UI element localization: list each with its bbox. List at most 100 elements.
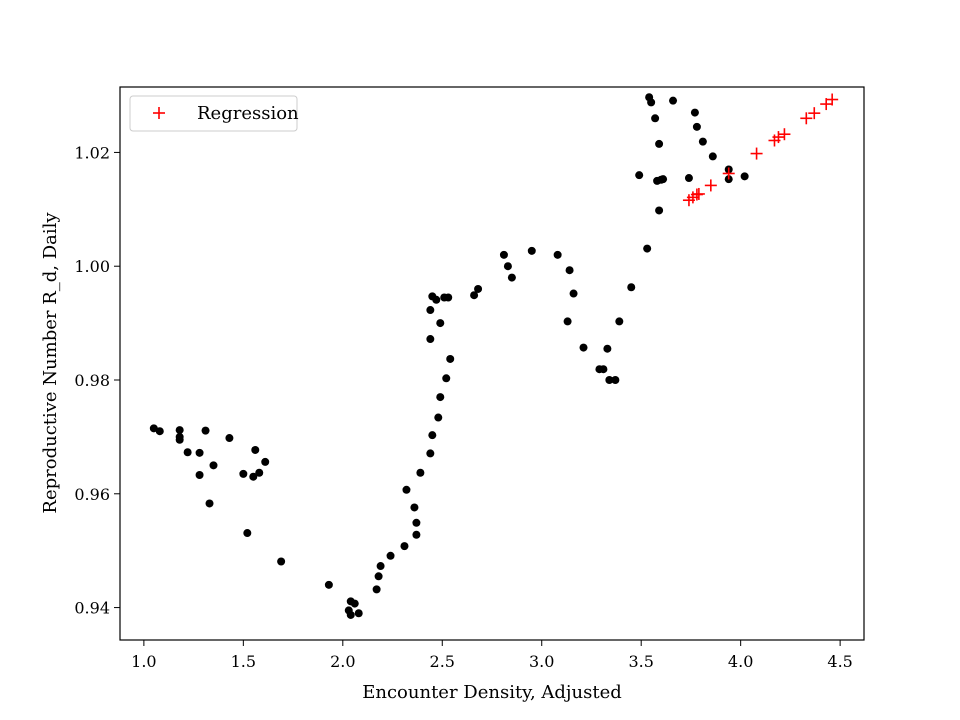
data-point [155, 427, 164, 436]
data-point [354, 609, 363, 618]
data-point [655, 206, 664, 215]
data-point [183, 448, 192, 457]
data-point [690, 108, 699, 117]
x-axis-ticks: 1.0 1.5 2.0 2.5 3.0 3.5 4.0 4.5 [131, 640, 853, 671]
data-point [698, 137, 707, 146]
data-point [684, 174, 693, 183]
data-point [195, 448, 204, 457]
regression-point [826, 93, 839, 106]
data-point [579, 343, 588, 352]
data-point [201, 426, 210, 435]
data-point [374, 572, 383, 581]
regression-point [800, 112, 813, 125]
y-tick-label: 0.96 [74, 485, 110, 504]
data-point [386, 551, 395, 560]
data-point [376, 562, 385, 571]
data-point [249, 472, 258, 481]
data-point [251, 445, 260, 454]
legend-label: Regression [197, 103, 299, 124]
data-point [426, 306, 435, 315]
data-point [708, 152, 717, 161]
data-point [426, 449, 435, 458]
data-point [611, 375, 620, 384]
plot-frame [119, 86, 865, 641]
data-point [255, 468, 264, 477]
x-tick-label: 2.0 [330, 652, 355, 671]
legend: Regression [129, 95, 299, 132]
data-point [195, 471, 204, 480]
regression-point [692, 187, 705, 200]
data-point [428, 431, 437, 440]
data-point [261, 457, 270, 466]
y-tick-label: 1.00 [74, 257, 110, 276]
regression-point [772, 131, 785, 144]
data-point [209, 461, 218, 470]
data-point [243, 529, 252, 538]
data-point [149, 424, 158, 433]
x-tick-label: 3.0 [529, 652, 554, 671]
data-point [412, 530, 421, 539]
data-point [569, 289, 578, 298]
data-point [372, 585, 381, 594]
data-point [615, 317, 624, 326]
data-point [444, 293, 453, 302]
x-tick-label: 2.5 [430, 652, 455, 671]
data-point [239, 469, 248, 478]
data-point [740, 172, 749, 181]
data-point [416, 468, 425, 477]
data-point [503, 262, 512, 271]
regression-point [704, 179, 717, 192]
data-point [603, 344, 612, 353]
data-point [605, 375, 614, 384]
data-point [436, 393, 445, 402]
regression-point [808, 107, 821, 120]
data-point [669, 96, 678, 105]
x-tick-label: 4.0 [728, 652, 753, 671]
data-point [277, 557, 286, 566]
data-point [651, 114, 660, 123]
y-axis-label: Reproductive Number R_d, Daily [40, 212, 61, 514]
regression-series [682, 93, 839, 207]
data-point [499, 250, 508, 259]
data-point [599, 365, 608, 374]
data-point [565, 266, 574, 275]
data-point [446, 354, 455, 363]
data-point [436, 319, 445, 328]
data-point [442, 374, 451, 383]
data-point [402, 485, 411, 494]
x-tick-label: 3.5 [628, 652, 653, 671]
legend-plus-marker [153, 107, 165, 119]
x-tick-label: 4.5 [827, 652, 852, 671]
y-tick-label: 1.02 [74, 143, 110, 162]
data-point [175, 426, 184, 435]
data-point [647, 98, 656, 107]
x-axis-label: Encounter Density, Adjusted [362, 682, 622, 703]
data-point [659, 175, 668, 184]
data-point [175, 435, 184, 444]
data-point [474, 284, 483, 293]
data-point [350, 599, 359, 608]
data-point [643, 244, 652, 253]
data-point [410, 503, 419, 512]
y-tick-label: 0.98 [74, 371, 110, 390]
data-point [635, 171, 644, 180]
data-point [426, 335, 435, 344]
regression-point [778, 128, 791, 141]
data-point [432, 295, 441, 304]
data-point [470, 291, 479, 300]
data-point [434, 413, 443, 422]
data-point [205, 499, 214, 508]
y-axis-ticks: 0.94 0.96 0.98 1.00 1.02 [74, 143, 120, 618]
regression-point [750, 147, 763, 160]
legend-box [129, 95, 298, 132]
data-point [507, 273, 516, 282]
x-tick-label: 1.5 [231, 652, 256, 671]
data-point [553, 250, 562, 259]
data-point [400, 542, 409, 551]
y-tick-label: 0.94 [74, 599, 110, 618]
x-tick-label: 1.0 [131, 652, 156, 671]
data-point [225, 434, 234, 443]
data-point [412, 518, 421, 527]
data-point [627, 283, 636, 292]
data-point [563, 317, 572, 326]
